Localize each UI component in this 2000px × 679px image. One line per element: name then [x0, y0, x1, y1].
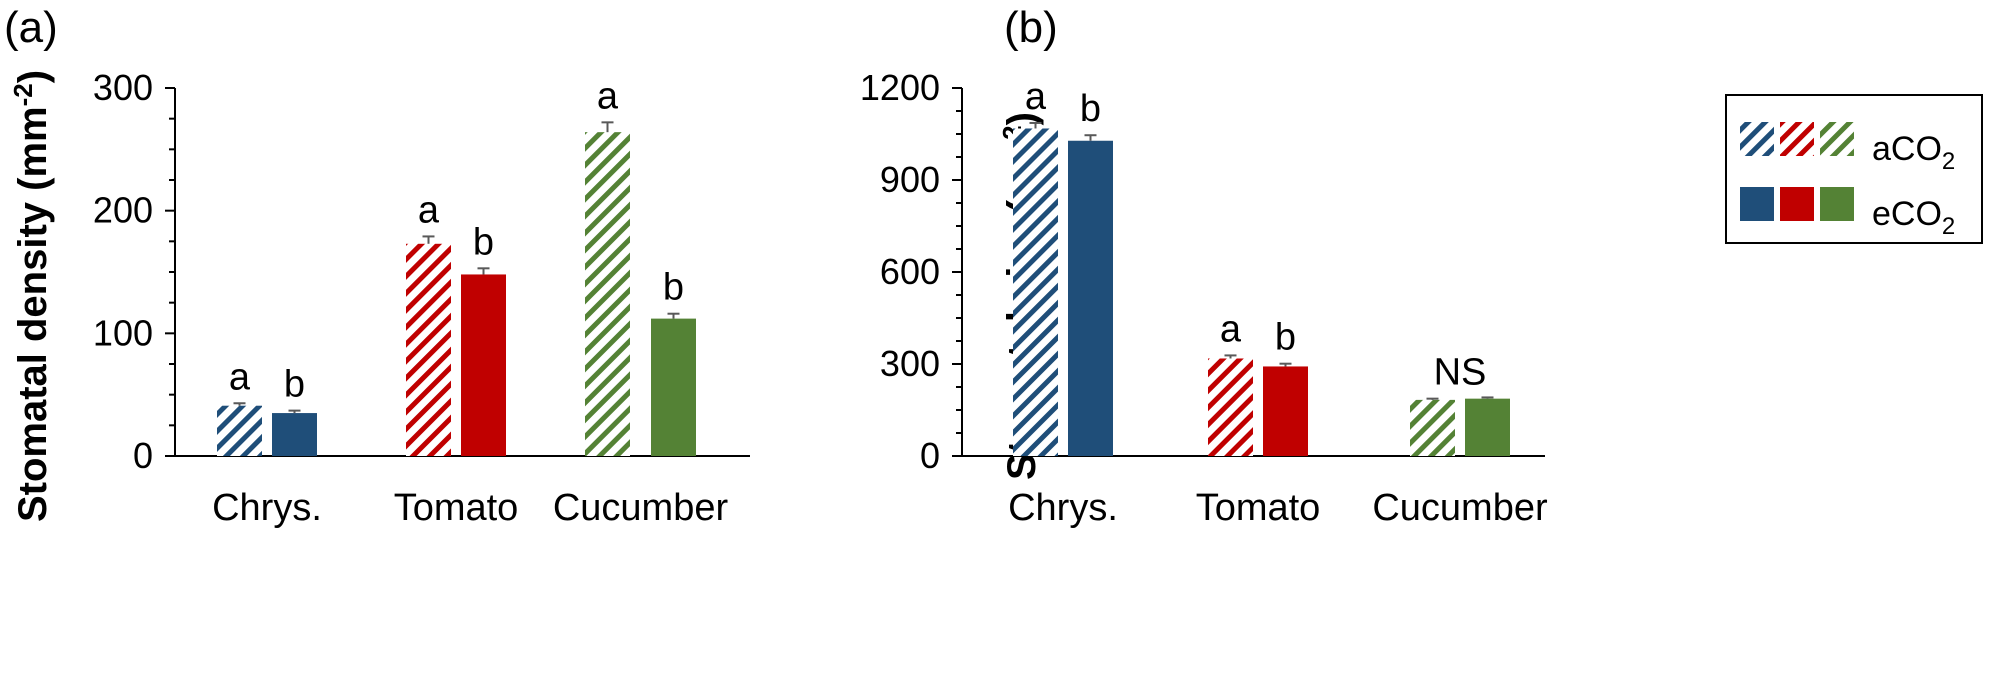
axes-a: 0 100 200 300: [93, 67, 750, 476]
chart-panel-a: (a) Stomatal density (mm-2) 0 100 200 300 a…: [4, 3, 750, 529]
sig-label-a-cucumber-eco2: b: [663, 267, 684, 309]
sig-label-a-cucumber-aco2: a: [597, 75, 619, 117]
y-tick-label-a-100: 100: [93, 312, 153, 353]
sig-label-b-cucumber-aco2: NS: [1434, 352, 1487, 394]
sig-label-b-tomato-eco2: b: [1275, 317, 1296, 359]
y-axis-title-a-main: Stomatal density (mm: [11, 106, 55, 522]
y-tick-label-a-300: 300: [93, 67, 153, 108]
y-axis-title-a-sup: -2: [8, 83, 38, 106]
legend-swatch-eco2-cucumber: [1820, 187, 1854, 221]
legend-swatch-eco2-chrys: [1740, 187, 1774, 221]
sig-label-a-chrys-eco2: b: [284, 364, 305, 406]
sig-label-a-tomato-eco2: b: [473, 221, 494, 263]
x-tick-label-a-cucumber: Cucumber: [553, 487, 729, 529]
x-tick-label-b-cucumber: Cucumber: [1372, 487, 1548, 529]
bar-a-chrys-eco2: [272, 413, 317, 456]
bar-a-tomato-aco2: [406, 243, 451, 456]
x-tick-label-b-tomato: Tomato: [1196, 487, 1321, 529]
bar-b-chrys-aco2: [1013, 128, 1058, 457]
legend-swatch-aco2-tomato: [1780, 122, 1814, 156]
legend-label-aco2: aCO2: [1872, 130, 1955, 175]
y-tick-label-b-900: 900: [880, 159, 940, 200]
sig-label-b-chrys-eco2: b: [1080, 88, 1101, 130]
legend-swatch-aco2-cucumber: [1820, 122, 1854, 156]
y-tick-label-a-200: 200: [93, 190, 153, 231]
bar-a-cucumber-aco2: [585, 132, 630, 456]
bar-a-cucumber-eco2: [651, 318, 696, 456]
y-tick-label-b-600: 600: [880, 251, 940, 292]
sig-label-a-chrys-aco2: a: [229, 356, 251, 398]
legend-label-eco2-sub: 2: [1942, 213, 1955, 240]
panel-label-b: (b): [1004, 3, 1058, 52]
legend-label-eco2: eCO2: [1872, 195, 1955, 240]
legend-swatch-aco2-chrys: [1740, 122, 1774, 156]
legend-label-eco2-main: eCO: [1872, 195, 1942, 233]
bar-b-tomato-eco2: [1263, 366, 1308, 456]
panel-label-a: (a): [4, 3, 58, 52]
y-tick-label-a-0: 0: [133, 435, 153, 476]
y-tick-label-b-1200: 1200: [860, 67, 940, 108]
y-axis-title-a-tail: ): [11, 70, 55, 83]
legend-label-aco2-main: aCO: [1872, 130, 1942, 168]
bar-b-chrys-eco2: [1068, 140, 1113, 456]
y-axis-title-a: Stomatal density (mm-2): [8, 70, 55, 522]
y-tick-label-b-300: 300: [880, 343, 940, 384]
x-tick-label-a-chrys: Chrys.: [212, 487, 322, 529]
bar-a-chrys-aco2: [217, 405, 262, 456]
legend: aCO2 eCO2: [1725, 94, 1983, 244]
bar-a-tomato-eco2: [461, 274, 506, 456]
legend-label-aco2-sub: 2: [1942, 148, 1955, 175]
bar-b-tomato-aco2: [1208, 358, 1253, 456]
bar-b-cucumber-aco2: [1410, 399, 1455, 456]
bar-b-cucumber-eco2: [1465, 398, 1510, 456]
sig-label-b-tomato-aco2: a: [1220, 308, 1242, 350]
y-tick-label-b-0: 0: [920, 435, 940, 476]
legend-swatches: [1740, 122, 1854, 221]
x-tick-label-a-tomato: Tomato: [394, 487, 519, 529]
legend-swatch-eco2-tomato: [1780, 187, 1814, 221]
sig-label-b-chrys-aco2: a: [1025, 76, 1047, 118]
sig-label-a-tomato-aco2: a: [418, 189, 440, 231]
x-tick-label-b-chrys: Chrys.: [1008, 487, 1118, 529]
